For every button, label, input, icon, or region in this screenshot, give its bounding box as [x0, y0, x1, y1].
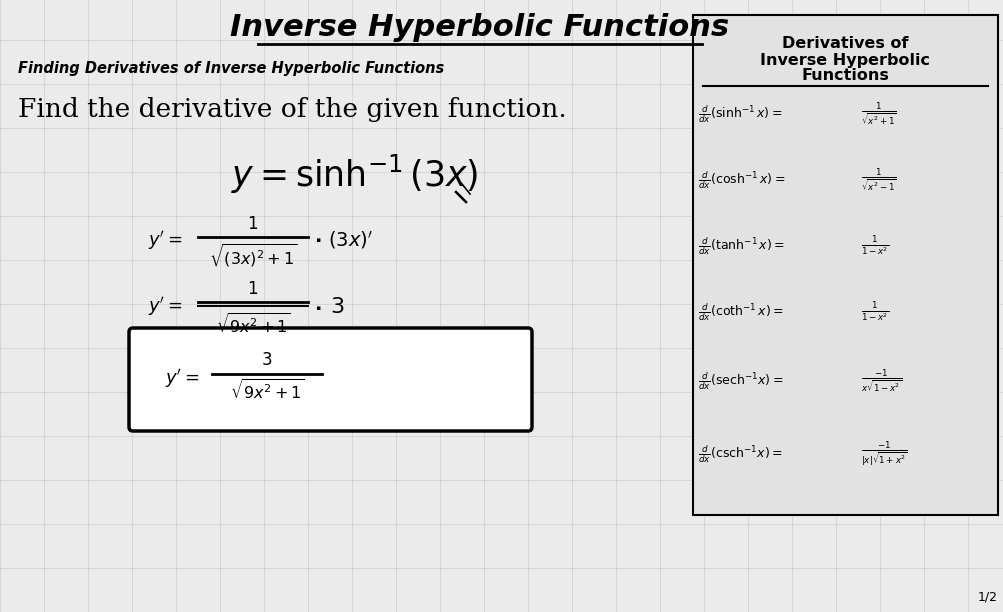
- Text: $\sqrt{9x^2+1}$: $\sqrt{9x^2+1}$: [230, 378, 304, 402]
- Text: $3$: $3$: [261, 351, 273, 369]
- Text: $\frac{1}{1-x^2}$: $\frac{1}{1-x^2}$: [861, 234, 888, 258]
- Text: $\frac{1}{\sqrt{x^2+1}}$: $\frac{1}{\sqrt{x^2+1}}$: [861, 100, 896, 127]
- FancyBboxPatch shape: [128, 328, 532, 431]
- FancyBboxPatch shape: [692, 15, 997, 515]
- Text: $1$: $1$: [247, 215, 259, 233]
- Text: $\sqrt{(3x)^2+1}$: $\sqrt{(3x)^2+1}$: [209, 242, 297, 269]
- Text: Inverse Hyperbolic: Inverse Hyperbolic: [759, 53, 930, 67]
- Text: $\frac{d}{dx}(\sinh^{-1} x)=$: $\frac{d}{dx}(\sinh^{-1} x)=$: [697, 103, 781, 125]
- Text: $y' =$: $y' =$: [147, 228, 183, 252]
- Text: $\frac{d}{dx}(\cosh^{-1} x)=$: $\frac{d}{dx}(\cosh^{-1} x)=$: [697, 169, 784, 191]
- Text: Functions: Functions: [800, 69, 889, 83]
- Text: $\boldsymbol{\cdot}$: $\boldsymbol{\cdot}$: [314, 297, 321, 316]
- Text: Inverse Hyperbolic Functions: Inverse Hyperbolic Functions: [231, 13, 729, 42]
- Text: $1$: $1$: [247, 280, 259, 298]
- Text: $3$: $3$: [330, 297, 344, 317]
- Text: 1/2: 1/2: [977, 591, 997, 604]
- Text: $(3x)'$: $(3x)'$: [328, 229, 372, 251]
- Text: $\boldsymbol{\cdot}$: $\boldsymbol{\cdot}$: [314, 231, 321, 250]
- Text: $\frac{-1}{|x|\sqrt{1+x^2}}$: $\frac{-1}{|x|\sqrt{1+x^2}}$: [861, 439, 907, 469]
- Text: $\frac{d}{dx}(\tanh^{-1} x)=$: $\frac{d}{dx}(\tanh^{-1} x)=$: [697, 235, 784, 257]
- Text: $\frac{d}{dx}(\mathrm{csch}^{-1} x)=$: $\frac{d}{dx}(\mathrm{csch}^{-1} x)=$: [697, 443, 782, 465]
- Text: Find the derivative of the given function.: Find the derivative of the given functio…: [18, 97, 566, 122]
- Text: Finding Derivatives of Inverse Hyperbolic Functions: Finding Derivatives of Inverse Hyperboli…: [18, 61, 443, 75]
- Text: $\frac{d}{dx}(\mathrm{sech}^{-1} x)=$: $\frac{d}{dx}(\mathrm{sech}^{-1} x)=$: [697, 370, 782, 392]
- Text: $\sqrt{9x^2+1}$: $\sqrt{9x^2+1}$: [216, 312, 290, 336]
- Text: $y' =$: $y' =$: [164, 367, 200, 389]
- Text: $\frac{1}{\sqrt{x^2-1}}$: $\frac{1}{\sqrt{x^2-1}}$: [861, 166, 896, 193]
- Text: $\frac{1}{1-x^2}$: $\frac{1}{1-x^2}$: [861, 300, 888, 324]
- Text: Derivatives of: Derivatives of: [781, 37, 908, 51]
- Text: $y = \sinh^{-1}(3x)$: $y = \sinh^{-1}(3x)$: [231, 152, 478, 196]
- Text: $y' =$: $y' =$: [147, 296, 183, 318]
- Text: $\frac{-1}{x\sqrt{1-x^2}}$: $\frac{-1}{x\sqrt{1-x^2}}$: [861, 367, 902, 395]
- Text: $\frac{d}{dx}(\coth^{-1} x)=$: $\frac{d}{dx}(\coth^{-1} x)=$: [697, 301, 783, 323]
